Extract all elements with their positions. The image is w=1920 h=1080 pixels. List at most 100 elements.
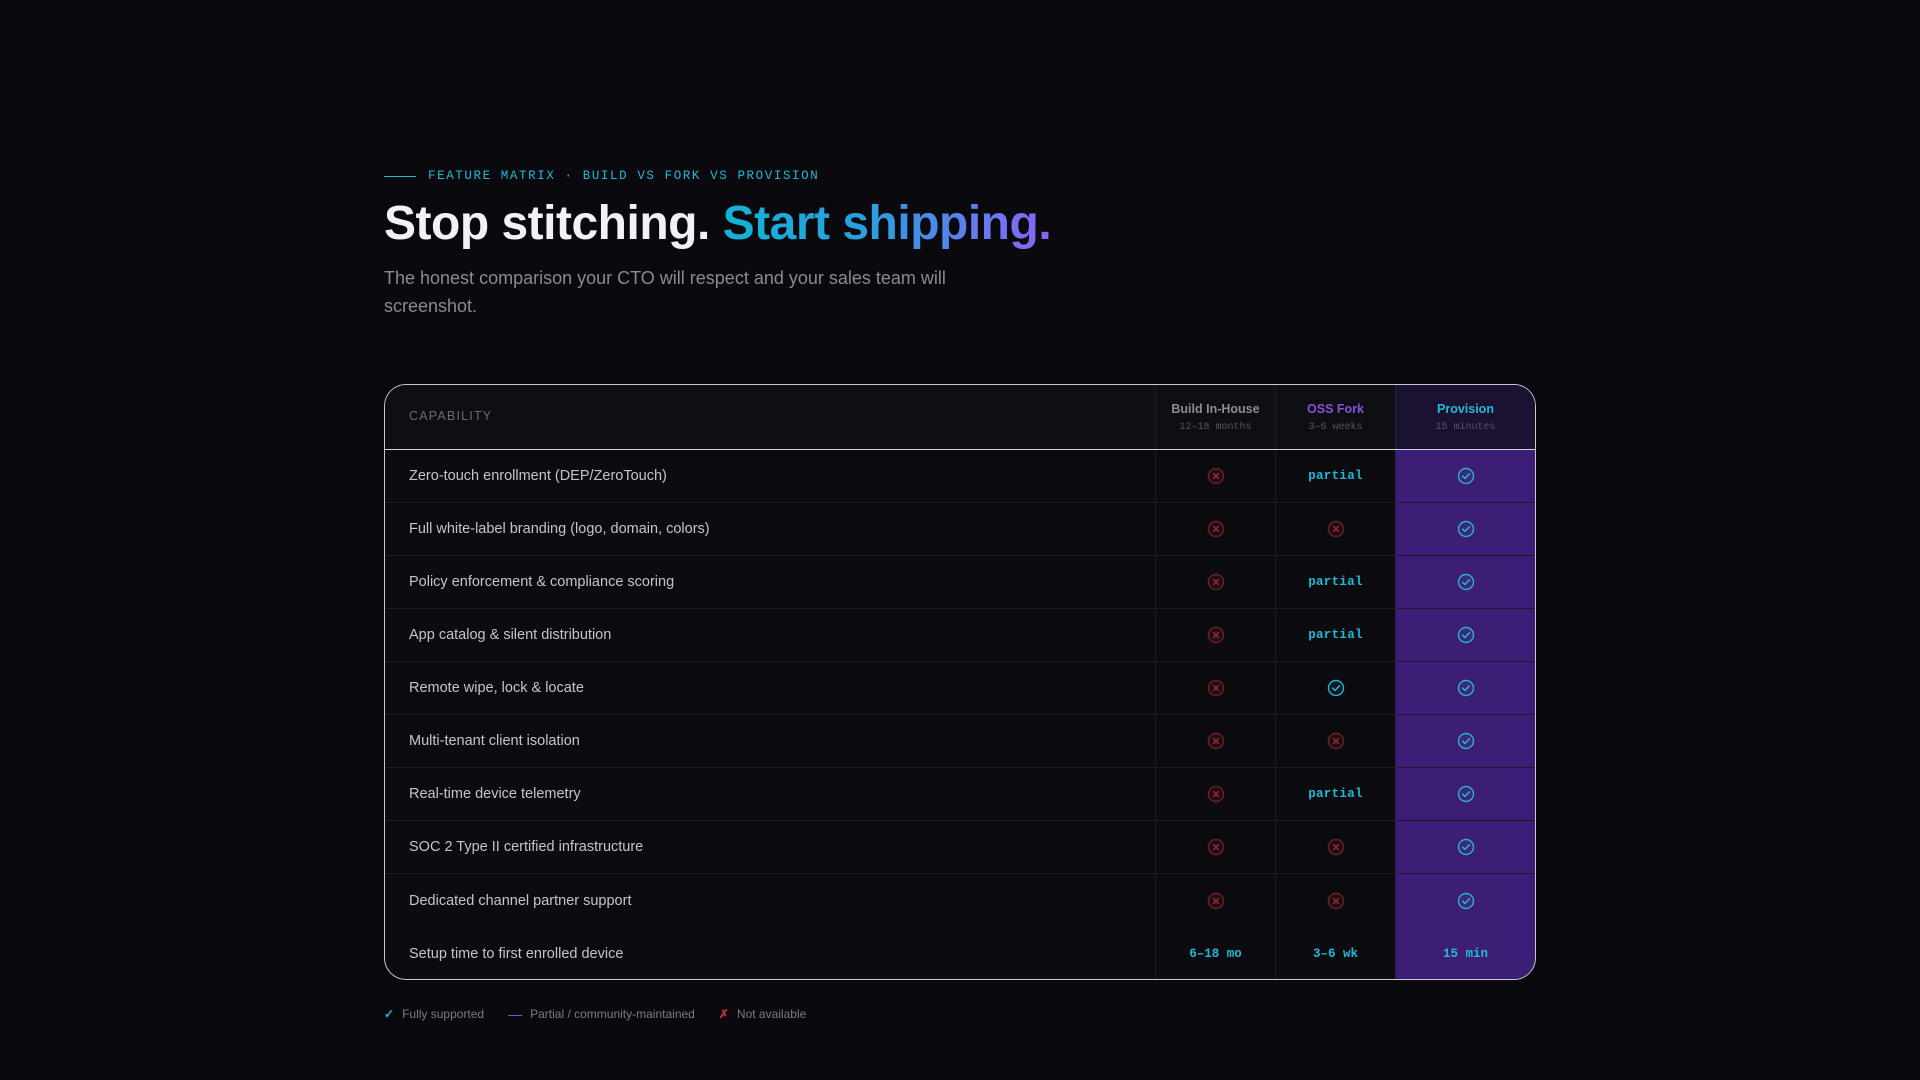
partial-label: partial xyxy=(1308,787,1363,801)
check-circle-icon xyxy=(1457,467,1474,485)
x-circle-icon xyxy=(1207,467,1224,485)
table-row: App catalog & silent distribution partial xyxy=(385,609,1535,662)
build-cell xyxy=(1156,821,1276,873)
provision-cell xyxy=(1395,503,1535,555)
oss-setup-time: 3–6 wk xyxy=(1276,927,1395,979)
legend-full-label: Fully supported xyxy=(402,1007,485,1021)
check-circle-icon xyxy=(1457,892,1474,909)
provision-cell xyxy=(1395,609,1535,661)
table-row: Policy enforcement & compliance scoring p… xyxy=(385,556,1535,609)
provision-cell xyxy=(1395,450,1535,502)
capability-label: Real-time device telemetry xyxy=(385,768,1156,820)
capability-label: App catalog & silent distribution xyxy=(385,609,1156,661)
table-row: Full white-label branding (logo, domain,… xyxy=(385,503,1535,556)
build-cell xyxy=(1156,768,1276,820)
capability-label: Dedicated channel partner support xyxy=(385,874,1156,927)
check-circle-icon xyxy=(1457,626,1474,644)
x-circle-icon xyxy=(1327,732,1344,750)
legend-item-partial: — Partial / community-maintained xyxy=(508,1006,695,1022)
oss-cell: partial xyxy=(1276,556,1395,608)
eyebrow-rule xyxy=(384,175,416,177)
x-circle-icon xyxy=(1207,626,1224,644)
table-row: Real-time device telemetry partial xyxy=(385,768,1535,821)
provision-column-time: 15 minutes xyxy=(1435,421,1496,433)
provision-cell xyxy=(1395,662,1535,714)
subtitle: The honest comparison your CTO will resp… xyxy=(384,268,946,316)
build-cell xyxy=(1156,715,1276,767)
build-setup-time: 6–18 mo xyxy=(1156,927,1276,979)
x-circle-icon xyxy=(1207,520,1224,538)
build-cell xyxy=(1156,503,1276,555)
x-circle-icon xyxy=(1207,573,1224,591)
x-circle-icon xyxy=(1207,785,1224,803)
title-part-2: Start shipping. xyxy=(722,197,1052,250)
eyebrow: FEATURE MATRIX · BUILD VS FORK VS PROVIS… xyxy=(384,168,1536,184)
provision-column-name: Provision xyxy=(1437,401,1494,416)
legend-item-full: ✓ Fully supported xyxy=(384,1006,484,1022)
oss-cell xyxy=(1276,874,1395,927)
oss-cell xyxy=(1276,715,1395,767)
table-row: Multi-tenant client isolation xyxy=(385,715,1535,768)
partial-label: partial xyxy=(1308,628,1363,642)
build-cell xyxy=(1156,662,1276,714)
check-circle-icon xyxy=(1457,520,1474,538)
feature-matrix-table: CAPABILITY Build In-House 12–18 months O… xyxy=(384,384,1536,980)
legend: ✓ Fully supported — Partial / community-… xyxy=(384,1006,806,1022)
build-cell xyxy=(1156,874,1276,927)
provision-setup-value: 15 min xyxy=(1442,946,1488,961)
x-circle-icon xyxy=(1327,520,1344,538)
table-row-setup-time: Setup time to first enrolled device 6–18… xyxy=(385,927,1535,979)
check-circle-icon xyxy=(1457,838,1474,856)
check-circle-icon xyxy=(1457,732,1474,750)
x-circle-icon xyxy=(1207,892,1224,909)
x-icon: ✗ xyxy=(718,1007,729,1021)
legend-partial-label: Partial / community-maintained xyxy=(530,1007,695,1021)
oss-cell xyxy=(1276,503,1395,555)
table-row: Zero-touch enrollment (DEP/ZeroTouch) par… xyxy=(385,450,1535,503)
build-cell xyxy=(1156,450,1276,502)
capability-label: Multi-tenant client isolation xyxy=(385,715,1156,767)
provision-cell xyxy=(1395,821,1535,873)
table-body: Zero-touch enrollment (DEP/ZeroTouch) par… xyxy=(385,450,1535,927)
oss-cell xyxy=(1276,821,1395,873)
eyebrow-label: FEATURE MATRIX · BUILD VS FORK VS PROVIS… xyxy=(428,169,820,183)
provision-column-header: Provision 15 minutes xyxy=(1395,385,1535,449)
build-cell xyxy=(1156,556,1276,608)
dash-icon: — xyxy=(508,1006,523,1022)
legend-none-label: Not available xyxy=(736,1007,807,1021)
x-circle-icon xyxy=(1327,892,1344,909)
capability-column-header: CAPABILITY xyxy=(385,385,1156,449)
provision-cell xyxy=(1395,556,1535,608)
check-circle-icon xyxy=(1457,679,1474,697)
build-column-time: 12–18 months xyxy=(1179,421,1252,433)
capability-label: Zero-touch enrollment (DEP/ZeroTouch) xyxy=(385,450,1156,502)
build-column-header: Build In-House 12–18 months xyxy=(1156,385,1276,449)
x-circle-icon xyxy=(1207,838,1224,856)
provision-setup-time: 15 min xyxy=(1395,927,1535,979)
partial-label: partial xyxy=(1308,575,1363,589)
oss-cell: partial xyxy=(1276,609,1395,661)
table-header-row: CAPABILITY Build In-House 12–18 months O… xyxy=(385,385,1535,450)
oss-cell: partial xyxy=(1276,768,1395,820)
oss-column-header: OSS Fork 3–6 weeks xyxy=(1276,385,1395,449)
check-icon: ✓ xyxy=(384,1007,395,1021)
partial-label: partial xyxy=(1308,469,1363,483)
capability-label: Remote wipe, lock & locate xyxy=(385,662,1156,714)
x-circle-icon xyxy=(1207,679,1224,697)
check-circle-icon xyxy=(1457,573,1474,591)
table-row: Remote wipe, lock & locate xyxy=(385,662,1535,715)
capability-label: Setup time to first enrolled device xyxy=(385,927,1156,979)
x-circle-icon xyxy=(1207,732,1224,750)
check-circle-icon xyxy=(1327,679,1344,697)
provision-cell xyxy=(1395,715,1535,767)
build-column-name: Build In-House xyxy=(1171,401,1260,416)
capability-label: Full white-label branding (logo, domain,… xyxy=(385,503,1156,555)
check-circle-icon xyxy=(1457,785,1474,803)
build-setup-value: 6–18 mo xyxy=(1189,946,1242,961)
legend-item-none: ✗ Not available xyxy=(719,1006,806,1022)
comparison-section: FEATURE MATRIX · BUILD VS FORK VS PROVIS… xyxy=(384,168,1536,1022)
oss-setup-value: 3–6 wk xyxy=(1312,946,1358,961)
title-part-1: Stop stitching. xyxy=(384,197,710,250)
table-row: Dedicated channel partner support xyxy=(385,874,1535,927)
oss-cell xyxy=(1276,662,1395,714)
